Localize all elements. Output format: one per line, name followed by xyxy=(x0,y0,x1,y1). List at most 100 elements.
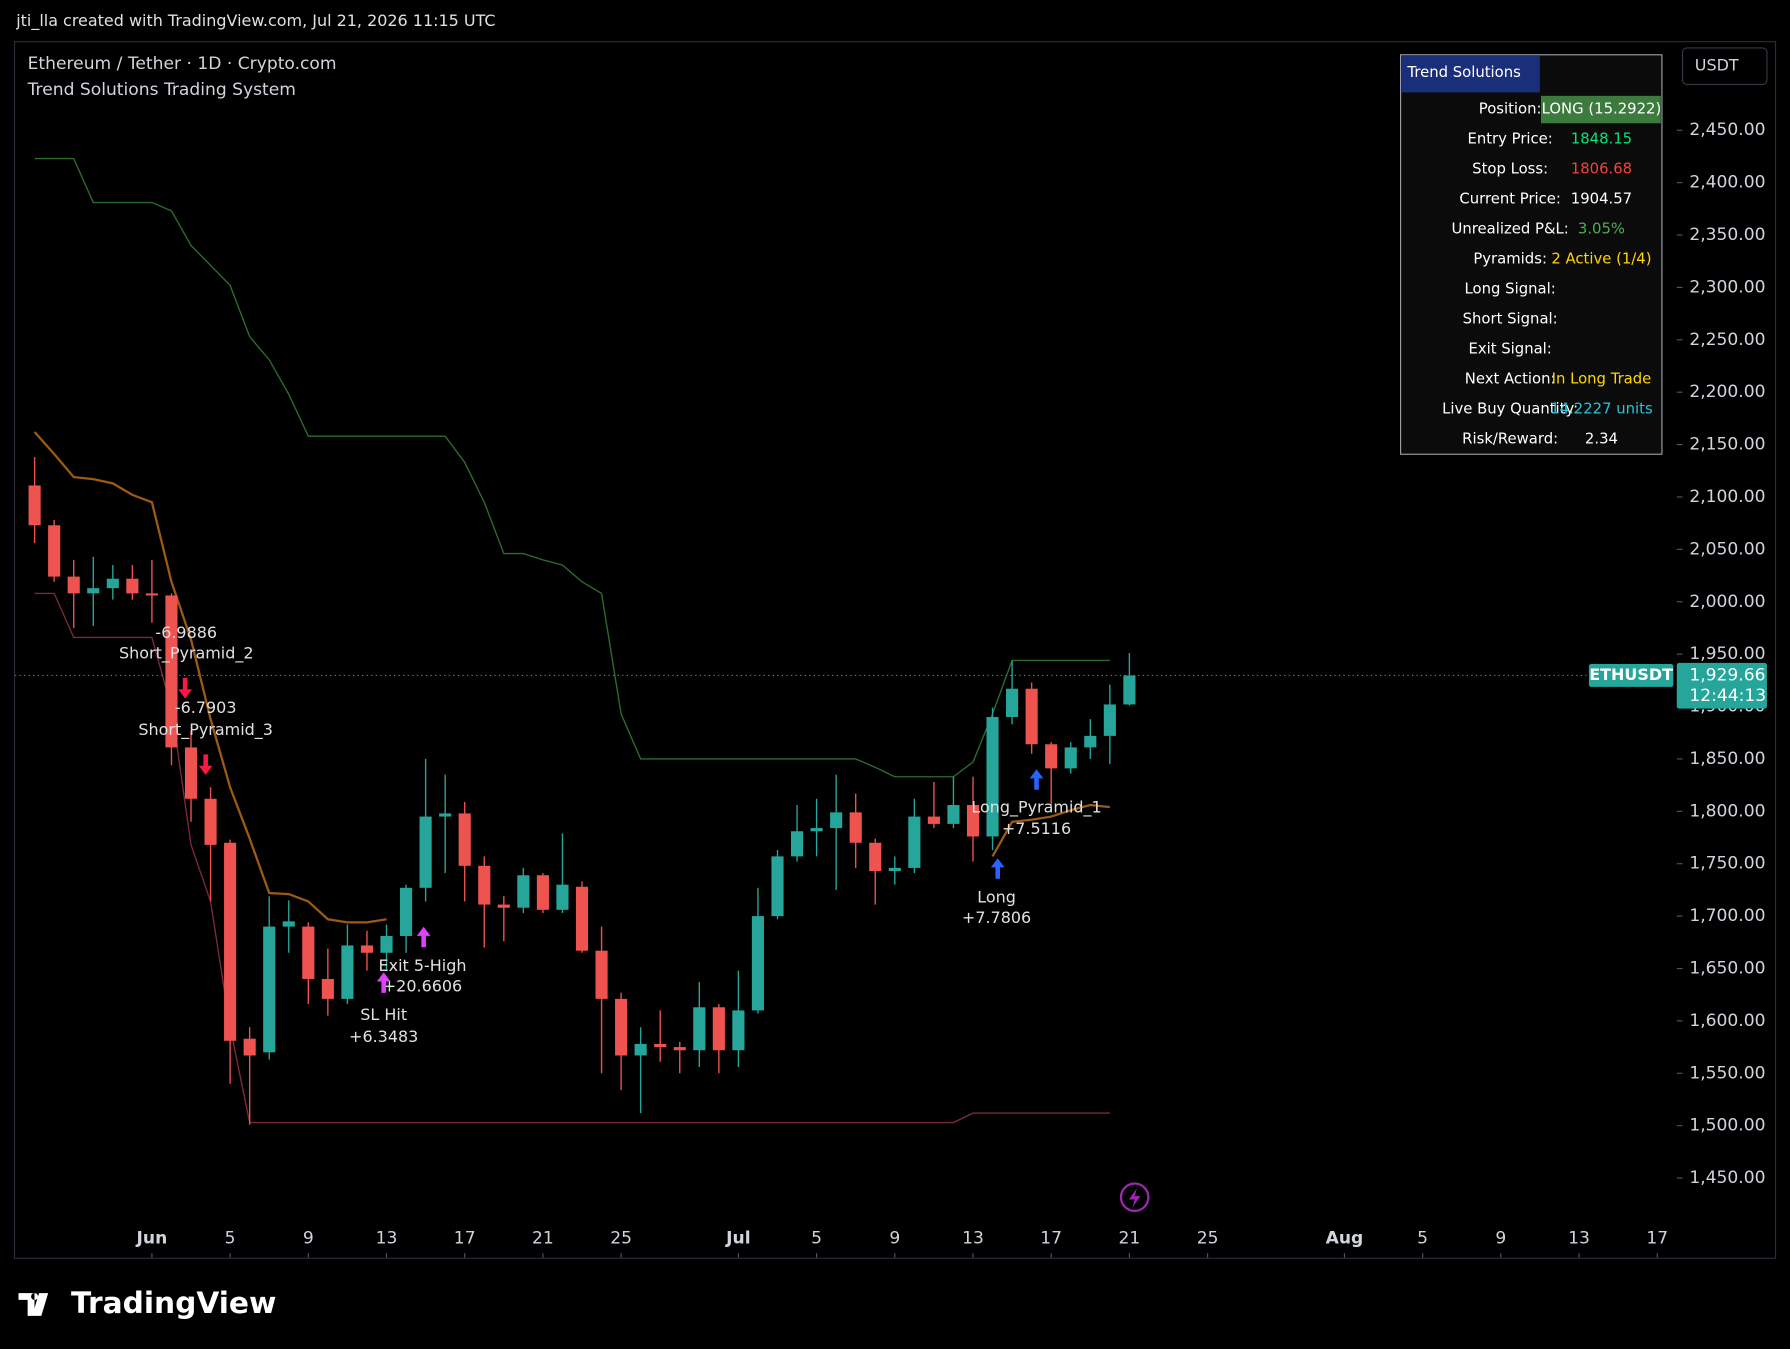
table-label: Long Signal: xyxy=(1465,281,1556,298)
y-tick-label: 1,550.00 xyxy=(1689,1063,1765,1083)
logo-icon xyxy=(18,1293,49,1316)
candle-body xyxy=(1025,688,1038,745)
y-tick-label: 1,650.00 xyxy=(1689,958,1765,978)
y-tick-label: 2,400.00 xyxy=(1689,173,1765,193)
table-label: Stop Loss: xyxy=(1472,161,1548,178)
signal-label: Exit 5-High xyxy=(379,956,467,975)
logo-text: TradingView xyxy=(71,1285,276,1320)
candle-body xyxy=(556,884,569,910)
y-tick-label: 2,000.00 xyxy=(1689,592,1765,612)
candle-body xyxy=(184,747,198,799)
table-label: Current Price: xyxy=(1459,191,1561,208)
candle-body xyxy=(654,1043,667,1048)
candle-body xyxy=(48,525,61,577)
y-tick-label: 2,100.00 xyxy=(1689,487,1765,507)
table-value: 2.34 xyxy=(1585,431,1618,448)
x-tick-label: 25 xyxy=(610,1228,632,1248)
y-tick-label: 1,850.00 xyxy=(1689,749,1765,769)
signal-label: SL Hit xyxy=(360,1005,407,1024)
table-value: 1904.57 xyxy=(1571,191,1632,208)
x-tick-label: 13 xyxy=(1568,1228,1590,1248)
candle-body xyxy=(1006,688,1019,718)
signal-arrow xyxy=(416,926,431,948)
x-tick-label: 9 xyxy=(889,1228,900,1248)
candle-body xyxy=(869,842,882,872)
candle-body xyxy=(380,936,393,953)
x-tick-label: 25 xyxy=(1197,1228,1219,1248)
candle-body xyxy=(712,1007,725,1051)
candle-body xyxy=(224,842,237,1041)
table-label: Entry Price: xyxy=(1467,131,1552,148)
candle-body xyxy=(263,926,276,1053)
y-tick-label: 2,300.00 xyxy=(1689,277,1765,297)
table-label: Unrealized P&L: xyxy=(1452,221,1569,238)
candle-body xyxy=(966,805,980,837)
currency[interactable]: USDT xyxy=(1695,56,1739,75)
y-tick-label: 2,450.00 xyxy=(1689,120,1765,140)
candle-body xyxy=(1045,744,1058,769)
candle-body xyxy=(478,865,491,905)
x-tick-label: Aug xyxy=(1326,1228,1364,1248)
candle-body xyxy=(399,887,413,937)
table-label: Risk/Reward: xyxy=(1462,431,1558,448)
signal-arrow xyxy=(1029,769,1044,790)
price-tag-text: 1,929.66 xyxy=(1689,665,1765,685)
candle-body xyxy=(693,1007,706,1051)
candle-body xyxy=(321,978,334,999)
indicator-name: Trend Solutions Trading System xyxy=(27,80,296,100)
table-value: LONG (15.2922) xyxy=(1542,101,1662,118)
table-value: In Long Trade xyxy=(1552,371,1652,388)
candle-body xyxy=(419,816,432,888)
candle-body xyxy=(1064,747,1077,769)
candle-body xyxy=(673,1047,686,1051)
y-tick-label: 1,450.00 xyxy=(1689,1168,1765,1188)
lightning-icon[interactable] xyxy=(1119,1182,1150,1213)
candle-body xyxy=(947,805,960,824)
signal-arrow xyxy=(990,858,1005,879)
currency-box[interactable] xyxy=(1681,47,1768,86)
x-tick-label: 9 xyxy=(303,1228,314,1248)
y-tick-label: 1,950.00 xyxy=(1689,644,1765,664)
y-tick-label: 1,500.00 xyxy=(1689,1116,1765,1136)
x-tick-label: Jul xyxy=(725,1228,750,1248)
signal-arrow xyxy=(178,677,192,699)
candle-body xyxy=(771,856,784,917)
x-tick-label: 5 xyxy=(225,1228,236,1248)
table-value: 3.05% xyxy=(1578,221,1625,238)
indicator-line xyxy=(33,431,1110,924)
x-tick-label: 17 xyxy=(454,1228,476,1248)
logo: TradingView xyxy=(18,1285,276,1320)
y-tick-label: 2,150.00 xyxy=(1689,435,1765,455)
candle-body xyxy=(145,593,158,596)
candle-body xyxy=(497,904,510,908)
info-table: Trend Solutions Position: LONG (15.2922) En… xyxy=(1400,54,1663,455)
signal-label: Long xyxy=(977,888,1016,907)
x-tick-label: 17 xyxy=(1040,1228,1062,1248)
table-label: Live Buy Quantity: xyxy=(1442,401,1578,418)
table-value: 1848.15 xyxy=(1571,131,1632,148)
candle-body xyxy=(458,813,471,866)
candle-body xyxy=(732,1010,745,1051)
candle-body xyxy=(908,816,921,868)
credit: jti_lla created with TradingView.com, Ju… xyxy=(15,11,495,31)
x-tick-label: 21 xyxy=(1119,1228,1141,1248)
symbol-line: Ethereum / Tether · 1D · Crypto.com xyxy=(28,54,337,74)
candle-body xyxy=(126,578,139,594)
candle-body xyxy=(615,998,628,1056)
candle-body xyxy=(106,578,119,589)
candle-body xyxy=(810,828,823,832)
y-tick-label: 2,200.00 xyxy=(1689,382,1765,402)
x-tick-label: 9 xyxy=(1495,1228,1506,1248)
indicator-line xyxy=(34,157,1110,778)
candle-body xyxy=(302,926,315,979)
candle-body xyxy=(517,875,530,908)
signal-arrow xyxy=(376,972,391,993)
candle-body xyxy=(87,588,100,594)
candle-body xyxy=(751,916,765,1011)
x-tick-label: Jun xyxy=(136,1228,168,1248)
table-label: Pyramids: xyxy=(1473,251,1547,268)
table-value: 14.2227 units xyxy=(1550,401,1653,418)
candle-body xyxy=(595,950,608,999)
candle-body xyxy=(1103,704,1116,736)
